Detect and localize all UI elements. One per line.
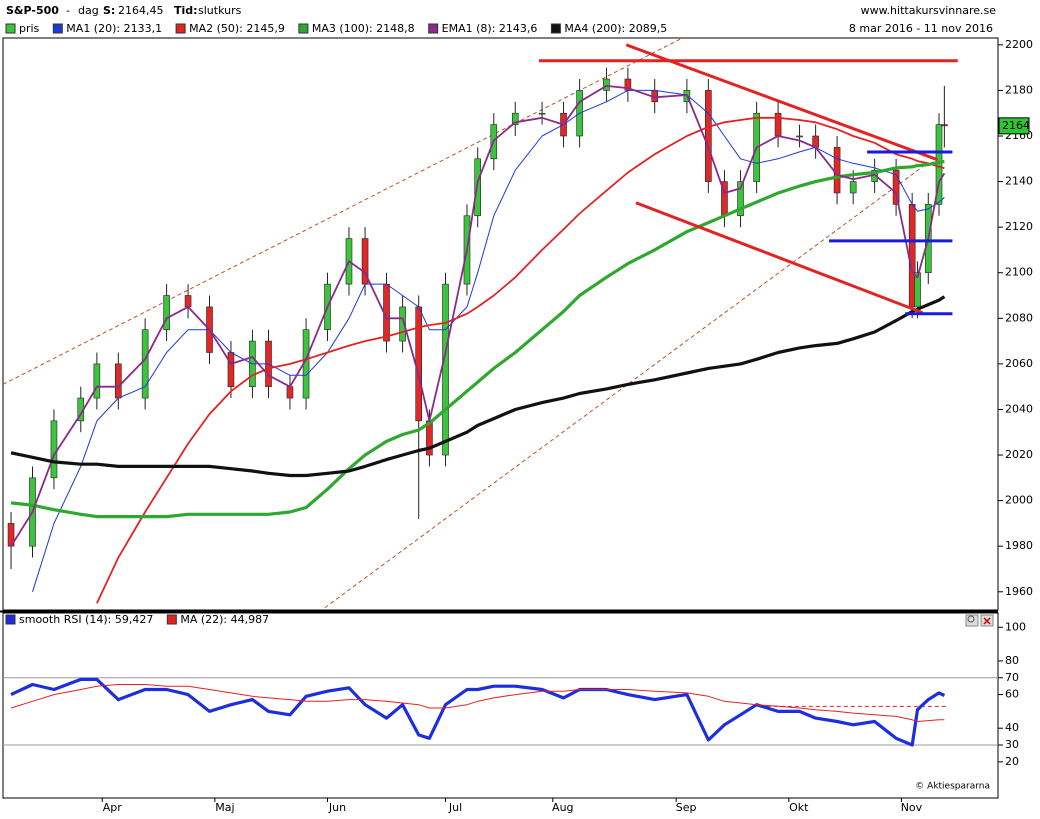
- legend-swatch: [5, 23, 16, 34]
- price-tag: 2164: [1002, 119, 1030, 132]
- main-panel: [2, 37, 999, 611]
- main-plot: [3, 38, 958, 609]
- candle-body: [833, 147, 841, 194]
- candle-body: [227, 352, 235, 387]
- y-tick-label: 2120: [1005, 220, 1033, 233]
- candle-body: [415, 306, 423, 422]
- candle-body: [286, 386, 294, 399]
- legend-swatch: [550, 23, 561, 34]
- y-tick-label: 2060: [1005, 357, 1033, 370]
- price-tag-bg: [998, 117, 1030, 135]
- legend-label: MA4 (200): 2089,5: [564, 22, 667, 35]
- zoom-glyph: [967, 615, 975, 623]
- legend-label: EMA1 (8): 2143,6: [442, 22, 538, 35]
- last-value: 2164,45: [118, 4, 164, 17]
- candle-body: [511, 112, 519, 125]
- series-line: [10, 159, 945, 519]
- series-line: [10, 677, 946, 747]
- legend-label: MA2 (50): 2145,9: [189, 22, 285, 35]
- candle-body: [141, 329, 149, 399]
- series-line: [96, 116, 945, 604]
- y-tick-label: 2000: [1005, 494, 1033, 507]
- y-tick-label: 100: [1005, 620, 1026, 633]
- rsi-plot: [3, 677, 998, 747]
- trend-line: [625, 43, 938, 162]
- legend-swatch: [298, 23, 309, 34]
- y-tick-label: 2040: [1005, 402, 1033, 415]
- series-line: [10, 295, 946, 478]
- y-tick-label: 70: [1005, 671, 1019, 684]
- candle-body: [774, 112, 782, 137]
- candle-body: [115, 363, 122, 399]
- symbol: S&P-500: [6, 4, 59, 17]
- candle-body: [399, 306, 406, 342]
- last-label: S:: [103, 4, 115, 17]
- legend-swatch: [5, 614, 16, 625]
- series-line: [10, 684, 945, 722]
- legend-label: MA1 (20): 2133,1: [66, 22, 162, 35]
- x-tick-label: Jul: [448, 801, 462, 814]
- candle-body: [603, 78, 610, 91]
- x-tick-label: Nov: [901, 801, 923, 814]
- axes: 1960198020002020204020602080210021202140…: [5, 22, 1033, 814]
- candle-body: [93, 363, 101, 399]
- legend-label: MA (22): 44,987: [180, 613, 269, 626]
- close-glyph: [983, 617, 991, 625]
- legend-swatch: [175, 23, 186, 34]
- y-tick-label: 40: [1005, 721, 1019, 734]
- zoom-icon[interactable]: [965, 614, 979, 627]
- candle-body: [892, 169, 900, 205]
- candle-body: [941, 124, 948, 127]
- y-tick-label: 2140: [1005, 175, 1033, 188]
- x-tick-label: Aug: [552, 801, 573, 814]
- legend-label: MA3 (100): 2148,8: [312, 22, 415, 35]
- x-tick-label: Sep: [676, 801, 697, 814]
- y-tick-label: 1960: [1005, 585, 1033, 598]
- candle-body: [737, 181, 744, 217]
- series-line: [10, 85, 946, 547]
- candle-body: [163, 295, 170, 330]
- trend-line: [3, 38, 684, 385]
- y-tick-label: 20: [1005, 755, 1019, 768]
- y-tick-label: 1980: [1005, 539, 1033, 552]
- y-tick-label: 2180: [1005, 83, 1033, 96]
- legend-swatch: [166, 614, 177, 625]
- copyright: © Aktiespararna: [915, 782, 990, 792]
- y-tick-label: 2100: [1005, 266, 1033, 279]
- trend-line: [635, 201, 923, 315]
- date-range: 8 mar 2016 - 11 nov 2016: [849, 22, 993, 35]
- period: dag: [78, 4, 99, 17]
- candle-body: [538, 112, 546, 115]
- time-value: slutkurs: [198, 4, 242, 17]
- x-tick-label: Apr: [103, 801, 123, 814]
- rsi-panel: [2, 612, 999, 799]
- y-tick-label: 2200: [1005, 38, 1033, 51]
- x-tick-label: Jun: [328, 801, 346, 814]
- candle-body: [914, 272, 921, 308]
- candle-body: [442, 283, 449, 456]
- candle-body: [50, 420, 58, 479]
- y-tick-label: 30: [1005, 738, 1019, 751]
- x-tick-label: Maj: [215, 801, 234, 814]
- y-tick-label: 2080: [1005, 311, 1033, 324]
- legend-swatch: [428, 23, 439, 34]
- candle-body: [705, 90, 712, 182]
- legend-label: pris: [19, 22, 40, 35]
- legend-label: smooth RSI (14): 59,427: [19, 613, 153, 626]
- site: www.hittakursvinnare.se: [861, 4, 997, 17]
- candle-body: [849, 181, 857, 194]
- y-tick-label: 60: [1005, 688, 1019, 701]
- y-tick-label: 80: [1005, 654, 1019, 667]
- legend-swatch: [52, 23, 63, 34]
- separator: -: [66, 4, 70, 17]
- candle-body: [796, 135, 803, 138]
- x-tick-label: Okt: [789, 801, 809, 814]
- y-tick-label: 2020: [1005, 448, 1033, 461]
- candle-body: [184, 295, 192, 308]
- time-label: Tid:: [174, 4, 198, 17]
